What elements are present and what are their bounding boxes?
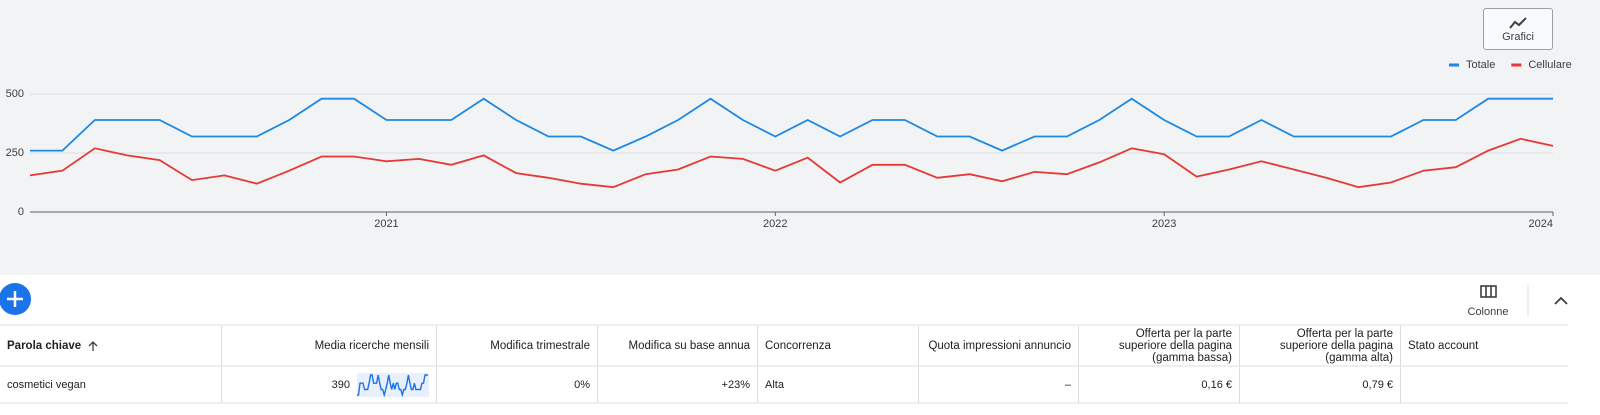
x-tick-label: 2023 xyxy=(1152,218,1176,230)
column-header-text: Quota impressioni annuncio xyxy=(928,340,1071,352)
table-cell: 0% xyxy=(436,367,597,403)
column-header-text: Parola chiave xyxy=(7,340,82,352)
column-header-text: Offerta per la parte superiore della pag… xyxy=(1279,328,1393,364)
column-header[interactable]: Stato account xyxy=(1400,326,1568,366)
toolbar xyxy=(0,283,1568,404)
column-header[interactable]: Concorrenza xyxy=(757,326,918,366)
series-line xyxy=(30,97,1553,152)
table-cell-text: 0,79 € xyxy=(1362,379,1393,391)
column-header-text: Modifica su base annua xyxy=(628,340,750,352)
collapse-button[interactable] xyxy=(1554,296,1568,305)
table-cell-text: +23% xyxy=(721,379,750,391)
column-header-text: Media ricerche mensili xyxy=(314,340,429,352)
y-tick-label: 500 xyxy=(6,88,24,100)
column-header[interactable]: Offerta per la parte superiore della pag… xyxy=(1078,326,1239,366)
column-header-text: Stato account xyxy=(1408,340,1479,352)
series-line xyxy=(29,137,1554,189)
column-header[interactable]: Modifica su base annua xyxy=(597,326,757,366)
x-tick-label: 2021 xyxy=(374,218,398,230)
table-cell: +23% xyxy=(597,367,757,403)
table-cell: Alta xyxy=(757,367,918,403)
chart-icon xyxy=(1509,17,1527,29)
column-header-text: Concorrenza xyxy=(765,340,831,352)
sort-icon xyxy=(88,341,98,351)
trend-sparkline xyxy=(357,373,429,397)
chart: 0 250 500 2021 2022 2023 2024 Totale Cellulare xyxy=(0,0,1600,275)
columns-button-label[interactable]: Colonne xyxy=(1467,306,1509,318)
table-cell: 0,16 € xyxy=(1078,367,1239,403)
table-cell: cosmetici vegan xyxy=(0,367,221,403)
table-cell: 0,79 € xyxy=(1239,367,1400,403)
y-tick-label: 250 xyxy=(6,147,24,159)
column-header[interactable]: Modifica trimestrale xyxy=(436,326,597,366)
table-cell: – xyxy=(918,367,1078,403)
table-cell-text: 0,16 € xyxy=(1201,379,1232,391)
table-cell: 390 xyxy=(221,367,436,403)
column-header[interactable]: Parola chiave xyxy=(0,326,221,366)
column-header[interactable]: Media ricerche mensili xyxy=(221,326,436,366)
table-cell xyxy=(1400,367,1568,403)
table-cell-text: 0% xyxy=(574,379,590,391)
charts-button-label: Grafici xyxy=(1502,31,1534,43)
table-cell-text: Alta xyxy=(765,379,784,391)
y-tick-label: 0 xyxy=(18,206,24,218)
column-header-text: Modifica trimestrale xyxy=(490,340,590,352)
x-tick-label: 2022 xyxy=(763,218,787,230)
legend-label: Cellulare xyxy=(1528,59,1571,71)
charts-button[interactable]: Grafici xyxy=(1483,8,1553,50)
table-cell-text: cosmetici vegan xyxy=(7,379,86,391)
column-header[interactable]: Quota impressioni annuncio xyxy=(918,326,1078,366)
column-header-text: Offerta per la parte superiore della pag… xyxy=(1118,328,1232,364)
sparkline xyxy=(357,374,428,397)
x-tick-label: 2024 xyxy=(1529,218,1553,230)
table-cell-text: – xyxy=(1064,379,1071,391)
legend-label: Totale xyxy=(1466,59,1495,71)
column-header[interactable]: Offerta per la parte superiore della pag… xyxy=(1239,326,1400,366)
table-cell-text: 390 xyxy=(331,379,350,391)
columns-button[interactable] xyxy=(1480,285,1497,298)
